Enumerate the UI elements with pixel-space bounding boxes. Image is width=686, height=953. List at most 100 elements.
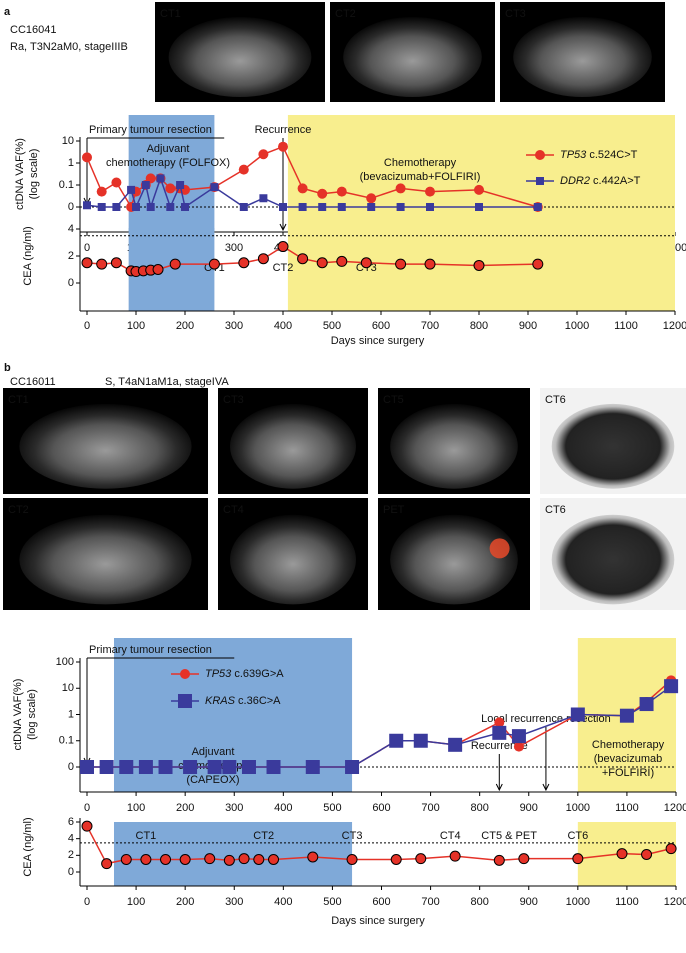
scan-body <box>390 403 518 489</box>
marker <box>127 185 136 194</box>
legend-label: TP53 c.639G>A <box>205 668 284 680</box>
marker <box>120 854 132 865</box>
y-tick-label: 0 <box>68 866 74 878</box>
marker <box>259 194 268 203</box>
treatment-period <box>287 115 675 232</box>
arrow-head <box>542 783 550 792</box>
marker <box>165 183 176 194</box>
marker <box>111 177 122 188</box>
x-tick-label: 600 <box>372 896 390 908</box>
x-tick-label: 300 <box>225 242 243 254</box>
marker <box>239 203 248 211</box>
scan-label: CT2 <box>8 504 29 516</box>
marker <box>277 241 289 253</box>
marker <box>367 203 376 211</box>
period-label: chemotherapy (FOLFOX) <box>106 157 230 169</box>
marker <box>96 186 107 197</box>
scan-label: CT6 <box>545 504 566 516</box>
scan-milestone: CT3 <box>342 830 363 842</box>
marker <box>425 186 435 197</box>
marker <box>119 760 134 774</box>
scan-milestone: CT6 <box>567 830 588 842</box>
y-axis-label: ctDNA VAF(%) <box>12 679 24 751</box>
marker <box>532 258 544 270</box>
period-label: (CAPEOX) <box>186 774 239 786</box>
x-tick-label: 1200 <box>663 320 686 332</box>
marker <box>176 181 185 189</box>
marker <box>336 186 347 197</box>
y-tick-label: 4 <box>68 833 74 845</box>
x-tick-label: 900 <box>520 802 538 814</box>
marker <box>298 203 307 211</box>
marker <box>415 853 427 865</box>
pet-hotspot <box>489 538 510 559</box>
marker <box>180 669 190 679</box>
y-tick-label: 0 <box>68 761 74 773</box>
x-tick-label: 400 <box>274 802 292 814</box>
marker <box>535 150 545 160</box>
marker <box>140 854 152 865</box>
marker <box>297 183 308 194</box>
marker <box>81 257 93 269</box>
x-tick-label: 1100 <box>615 802 639 814</box>
marker <box>665 843 677 855</box>
period-label: +FOLFIRI) <box>602 767 654 779</box>
x-tick-label: 400 <box>274 896 292 908</box>
marker <box>337 203 346 211</box>
marker <box>492 725 507 740</box>
scan-label: PET <box>383 504 405 516</box>
scan-label: CT1 <box>8 394 29 406</box>
marker <box>448 737 463 752</box>
x-tick-label: 0 <box>84 896 90 908</box>
x-tick-label: 300 <box>225 320 243 332</box>
x-tick-label: 0 <box>84 802 90 814</box>
marker <box>536 177 544 185</box>
marker <box>146 203 155 211</box>
marker <box>169 258 181 270</box>
marker <box>223 854 235 866</box>
marker <box>257 253 269 265</box>
marker <box>533 203 542 211</box>
scan-label: CT3 <box>505 8 526 20</box>
x-tick-label: 500 <box>323 320 341 332</box>
scan-label: CT1 <box>160 8 181 20</box>
marker <box>160 854 172 865</box>
y-tick-label: 6 <box>68 816 74 828</box>
marker <box>253 854 265 865</box>
marker <box>390 854 402 865</box>
scan-body <box>513 17 652 97</box>
x-tick-label: 800 <box>470 320 488 332</box>
y-tick-label: 100 <box>56 656 74 668</box>
arrow-head <box>495 783 503 792</box>
marker <box>238 164 249 175</box>
x-tick-label: 1200 <box>664 802 686 814</box>
scan-label: CT4 <box>223 504 244 516</box>
marker <box>138 760 153 774</box>
marker <box>297 253 309 265</box>
marker <box>426 203 434 211</box>
marker <box>145 173 156 184</box>
scan-label: CT3 <box>223 394 244 406</box>
marker <box>83 201 91 210</box>
marker <box>158 760 173 774</box>
marker <box>278 141 288 152</box>
scan-label: CT5 <box>383 394 404 406</box>
marker <box>360 257 372 269</box>
marker <box>518 853 530 865</box>
marker <box>336 255 348 267</box>
y-tick-label: 0 <box>68 201 74 213</box>
y-tick-label: 0 <box>68 277 74 289</box>
y-tick-label: 2 <box>68 849 74 861</box>
marker <box>473 259 485 271</box>
marker <box>345 760 360 774</box>
y-tick-label: 10 <box>62 135 74 147</box>
scan-body <box>19 403 192 489</box>
y-axis-label: CEA (ng/ml) <box>22 226 34 285</box>
scan-body <box>551 514 675 605</box>
x-axis-label: Days since surgery <box>331 335 425 347</box>
x-tick-label: 0 <box>84 320 90 332</box>
marker <box>178 694 192 708</box>
marker <box>152 264 164 275</box>
marker <box>208 258 220 270</box>
period-label: Adjuvant <box>147 143 190 155</box>
